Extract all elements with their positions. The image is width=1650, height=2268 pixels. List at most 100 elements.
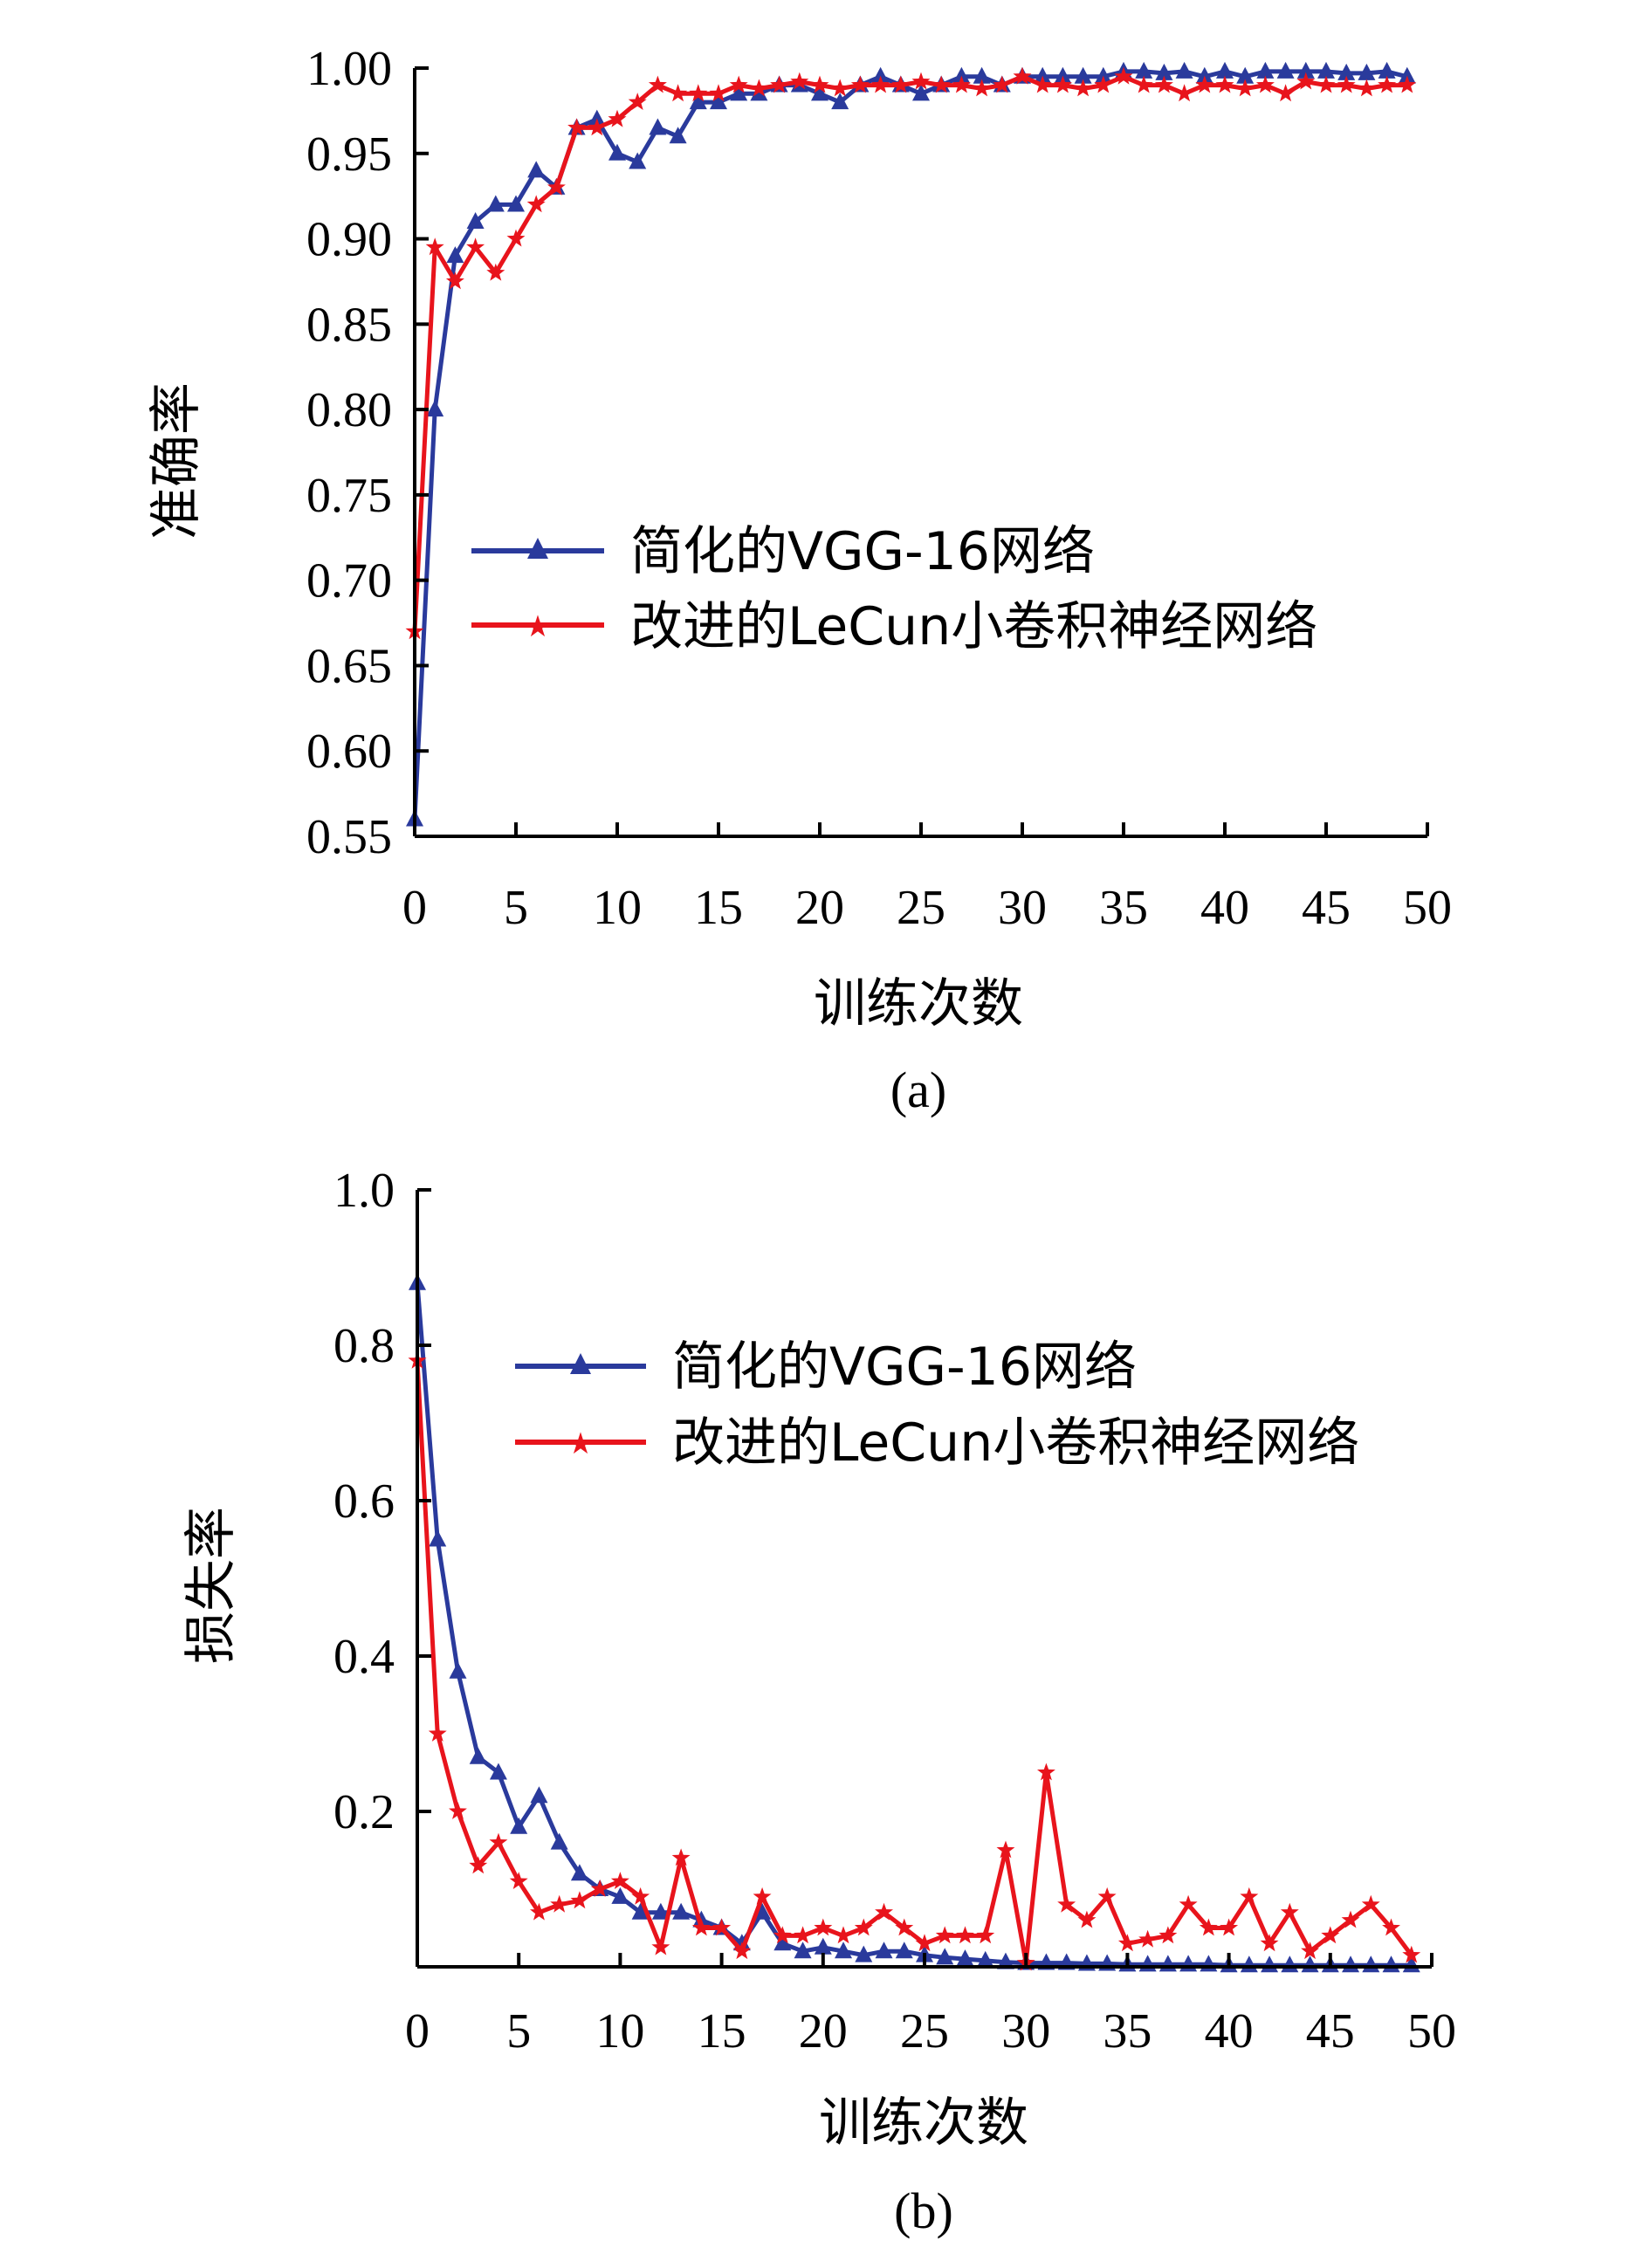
- panel-a-point-lecun: [729, 75, 748, 93]
- panel-a-point-lecun: [1114, 66, 1133, 85]
- panel-b-point-lecun: [834, 1926, 853, 1944]
- panel-a-point-vgg: [831, 93, 849, 110]
- panel-a-x-tick-label: 10: [593, 881, 642, 935]
- panel-a-y-tick-label: 1.00: [306, 42, 392, 96]
- panel-b-point-vgg: [489, 1763, 507, 1780]
- panel-b-point-lecun: [1341, 1910, 1360, 1928]
- panel-a-point-vgg: [1074, 66, 1092, 84]
- panel-a-point-lecun: [425, 237, 444, 256]
- panel-b-point-vgg: [996, 1952, 1014, 1969]
- panel-b-x-tick-label: 45: [1306, 2004, 1355, 2058]
- panel-a-point-vgg: [1175, 61, 1193, 79]
- panel-b-point-lecun: [814, 1918, 833, 1936]
- panel-a-point-lecun: [911, 72, 931, 90]
- panel-b-point-lecun: [691, 1918, 711, 1936]
- panel-a-x-tick-label: 0: [402, 881, 427, 935]
- panel-b-loss-chart: 0.20.40.60.81.00 5 10 15 20 25 30 35 40 45 50 损失率 …: [181, 1164, 1456, 2239]
- panel-b-point-lecun: [976, 1926, 995, 1944]
- panel-a-point-vgg: [426, 400, 444, 417]
- panel-b-point-lecun: [590, 1880, 609, 1897]
- panel-b-axes: 0.2 0.4 0.6 0.8 1.0 0 5 10 15 20 25 30 35 40 45 50: [333, 1164, 1456, 2058]
- panel-b-point-lecun: [1382, 1918, 1400, 1936]
- panel-a-legend-label-vgg: 简化的VGG-16网络: [630, 521, 1095, 582]
- panel-b-point-lecun: [854, 1918, 873, 1936]
- panel-a-point-lecun: [466, 237, 485, 256]
- panel-b-point-lecun: [712, 1918, 732, 1936]
- panel-b-point-lecun: [651, 1937, 670, 1955]
- panel-a-point-vgg: [1094, 66, 1112, 84]
- panel-a-point-lecun: [1134, 75, 1153, 93]
- panel-a-x-tick-label: 20: [795, 881, 844, 935]
- panel-b-point-lecun: [1220, 1918, 1239, 1936]
- panel-a-point-lecun: [891, 75, 911, 93]
- panel-b-point-vgg: [835, 1942, 853, 1959]
- panel-a-legend-marker-vgg: [527, 538, 548, 559]
- panel-b-point-vgg: [429, 1529, 447, 1547]
- panel-a-label: (a): [890, 1062, 946, 1118]
- panel-a-plot-area: [405, 61, 1417, 827]
- panel-a-point-lecun: [1276, 84, 1296, 102]
- panel-a-point-lecun: [830, 79, 849, 97]
- panel-a-point-lecun: [952, 75, 971, 93]
- panel-b-point-lecun: [794, 1926, 812, 1944]
- panel-a-y-axis-title: 准确率: [146, 382, 207, 540]
- panel-a-point-vgg: [1195, 66, 1213, 84]
- panel-a-point-vgg: [1358, 63, 1376, 80]
- panel-a-point-vgg: [1317, 61, 1335, 79]
- panel-a-point-vgg: [710, 93, 727, 110]
- panel-a-point-lecun: [1215, 75, 1234, 93]
- panel-a-point-vgg: [669, 127, 687, 144]
- panel-a-point-vgg: [446, 246, 464, 264]
- panel-a-point-lecun: [1317, 75, 1336, 93]
- panel-b-y-tick-label: 0.2: [333, 1785, 395, 1839]
- panel-a-point-lecun: [1378, 75, 1397, 93]
- panel-b-point-lecun: [1158, 1926, 1178, 1944]
- panel-b-x-tick-label: 40: [1205, 2004, 1254, 2058]
- panel-a-point-lecun: [1013, 66, 1032, 85]
- panel-a-point-vgg: [1135, 61, 1153, 79]
- panel-b-point-vgg: [672, 1902, 691, 1920]
- panel-a-point-lecun: [790, 72, 809, 90]
- panel-b-point-lecun: [1097, 1887, 1117, 1905]
- panel-a-y-tick-label: 0.80: [306, 383, 392, 437]
- panel-a-point-vgg: [466, 212, 485, 229]
- panel-b-point-lecun: [773, 1926, 792, 1944]
- panel-a-x-tick-label: 30: [998, 881, 1047, 935]
- panel-a-point-vgg: [1398, 66, 1416, 84]
- panel-a-point-vgg: [1155, 63, 1173, 80]
- panel-a-point-lecun: [850, 75, 870, 93]
- panel-a-x-tick-label: 15: [694, 881, 743, 935]
- panel-b-x-tick-label: 35: [1103, 2004, 1152, 2058]
- panel-a-point-lecun: [1053, 75, 1072, 93]
- panel-a-point-vgg: [912, 84, 930, 101]
- panel-b-x-tick-label: 5: [506, 2004, 531, 2058]
- panel-a-point-vgg: [973, 66, 991, 84]
- panel-a-point-vgg: [1337, 63, 1356, 80]
- panel-b-point-lecun: [1402, 1945, 1421, 1963]
- panel-b-point-lecun: [1057, 1894, 1076, 1913]
- panel-a-series-line-vgg: [412, 69, 1408, 820]
- panel-b-point-vgg: [956, 1949, 974, 1967]
- panel-b-point-lecun: [1179, 1894, 1198, 1913]
- panel-a-point-vgg: [1054, 66, 1072, 84]
- panel-b-point-vgg: [753, 1902, 772, 1920]
- panel-b-point-lecun: [1321, 1926, 1340, 1944]
- panel-b-point-lecun: [489, 1832, 508, 1851]
- panel-b-point-lecun: [530, 1902, 548, 1921]
- panel-b-point-vgg: [570, 1864, 588, 1881]
- panel-b-point-lecun: [732, 1942, 752, 1960]
- panel-b-x-tick-label: 50: [1407, 2004, 1456, 2058]
- panel-a-point-vgg: [1034, 66, 1052, 84]
- panel-b-x-tick-label: 20: [799, 2004, 848, 2058]
- panel-a-point-lecun: [1195, 75, 1214, 93]
- panel-a-point-lecun: [608, 109, 627, 127]
- panel-a-point-lecun: [628, 93, 647, 110]
- panel-b-point-vgg: [895, 1942, 913, 1959]
- panel-b-point-lecun: [753, 1887, 772, 1905]
- panel-a-point-vgg: [689, 93, 707, 110]
- panel-a-point-lecun: [1255, 75, 1275, 93]
- panel-b-point-lecun: [1138, 1929, 1158, 1948]
- panel-b-point-lecun: [1077, 1910, 1097, 1928]
- panel-a-axes: 0.55 0.60 0.65 0.70 0.75 0.80 0.85 0.90 0.95 1.00…: [306, 42, 1452, 935]
- panel-a-y-tick-label: 0.75: [306, 469, 392, 523]
